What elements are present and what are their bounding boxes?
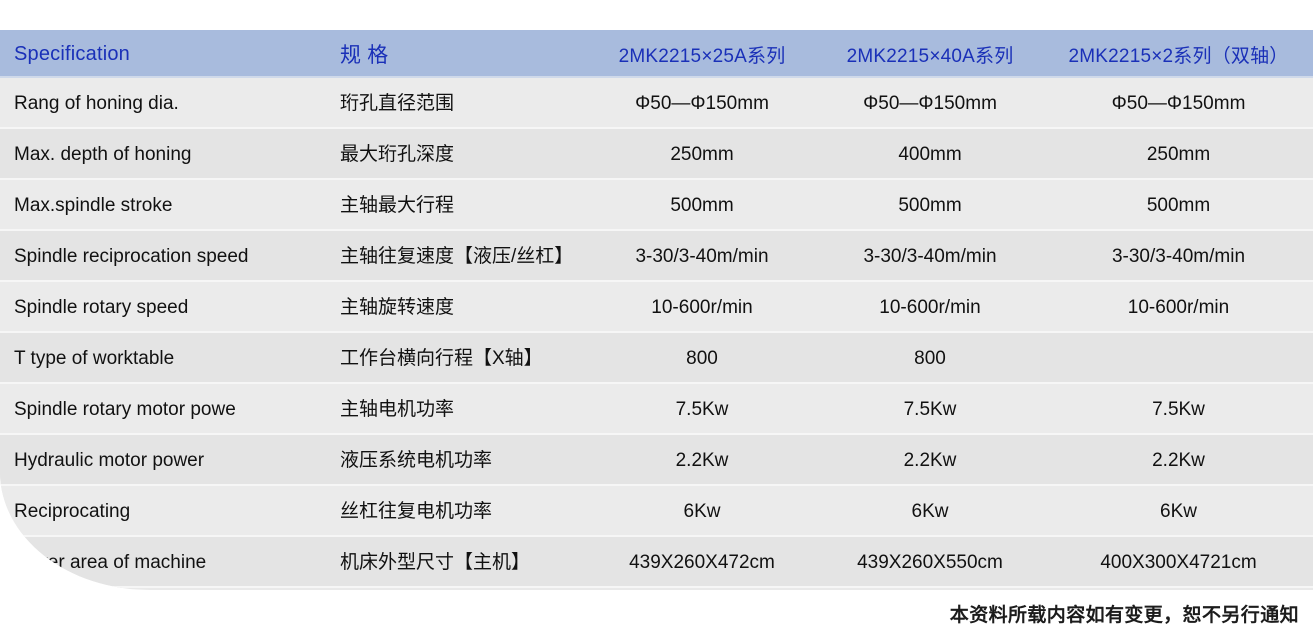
row-value-model-2: 439X260X550cm [857, 552, 1003, 573]
row-label-cn: 工作台横向行程【X轴】 [340, 348, 543, 369]
row-label-en: Hydraulic motor power [14, 450, 205, 471]
table-row: Rang of honing dia. 珩孔直径范围 Φ50—Φ150mm Φ50—Φ… [0, 78, 1313, 129]
spec-table-rows: Rang of honing dia. 珩孔直径范围 Φ50—Φ150mm Φ50—Φ… [0, 78, 1313, 588]
row-value-model-3: 6Kw [1160, 501, 1197, 522]
row-label-en: Spindle rotary motor powe [14, 399, 236, 420]
row-value-model-1: 7.5Kw [675, 399, 729, 420]
row-value-model-3: 2.2Kw [1152, 450, 1205, 471]
header-model-3: 2MK2215×2系列（双轴） [1068, 45, 1289, 67]
table-row: Hydraulic motor power 液压系统电机功率 2.2Kw 2.2Kw 2… [0, 435, 1313, 486]
row-value-model-1: 10-600r/min [651, 297, 753, 318]
row-label-en: T type of worktable [14, 348, 175, 369]
row-value-model-1: 250mm [670, 144, 734, 165]
spec-table-body: Rang of honing dia. 珩孔直径范围 Φ50—Φ150mm Φ50—Φ… [0, 78, 1313, 590]
row-value-model-2: 400mm [898, 144, 962, 165]
spec-table-header-row: Specification 规 格 2MK2215×25A系列 2MK2215×… [0, 30, 1313, 78]
row-label-cn: 主轴电机功率 [340, 399, 455, 420]
row-value-model-1: 2.2Kw [675, 450, 729, 471]
row-value-model-1: 800 [686, 348, 718, 369]
table-row: Reciprocating 丝杠往复电机功率 6Kw 6Kw 6Kw [0, 486, 1313, 537]
row-label-cn: 主轴旋转速度 [340, 297, 455, 318]
row-value-model-2: 500mm [898, 195, 962, 216]
row-label-cn: 主轴往复速度【液压/丝杠】 [340, 246, 574, 267]
table-row: Spindle rotary speed 主轴旋转速度 10-600r/min 10-… [0, 282, 1313, 333]
header-model-2: 2MK2215×40A系列 [846, 45, 1014, 67]
table-row: Max. depth of honing 最大珩孔深度 250mm 400mm 250m… [0, 129, 1313, 180]
row-value-model-3: 3-30/3-40m/min [1111, 246, 1246, 267]
row-value-model-2: 800 [914, 348, 946, 369]
row-label-cn: 主轴最大行程 [340, 195, 455, 216]
header-specification-cn: 规 格 [340, 44, 389, 67]
row-label-cn: 机床外型尺寸【主机】 [340, 552, 531, 573]
row-value-model-3: 500mm [1146, 195, 1211, 216]
table-row: Cover area of machine 机床外型尺寸【主机】 439X260X4… [0, 537, 1313, 588]
row-label-cn: 珩孔直径范围 [340, 93, 455, 114]
row-value-model-2: 3-30/3-40m/min [863, 246, 997, 267]
row-value-model-1: 439X260X472cm [629, 552, 775, 573]
row-value-model-3: 250mm [1146, 144, 1211, 165]
row-value-model-3: 10-600r/min [1127, 297, 1230, 318]
table-row: T type of worktable 工作台横向行程【X轴】 800 800 [0, 333, 1313, 384]
header-specification-en: Specification [14, 42, 130, 65]
row-value-model-2: 6Kw [911, 501, 949, 522]
table-row: Spindle rotary motor powe 主轴电机功率 7.5Kw 7.5K… [0, 384, 1313, 435]
row-label-en: Spindle rotary speed [14, 297, 189, 318]
row-label-cn: 液压系统电机功率 [340, 450, 493, 471]
row-label-cn: 丝杠往复电机功率 [340, 501, 493, 522]
row-value-model-1: 3-30/3-40m/min [635, 246, 769, 267]
row-value-model-2: 10-600r/min [879, 297, 981, 318]
row-label-en: Rang of honing dia. [14, 93, 179, 114]
header-model-1: 2MK2215×25A系列 [618, 45, 786, 67]
row-value-model-1: Φ50—Φ150mm [635, 93, 769, 114]
row-value-model-3: Φ50—Φ150mm [1111, 93, 1246, 114]
row-value-model-1: 6Kw [683, 501, 721, 522]
row-value-model-2: Φ50—Φ150mm [863, 93, 997, 114]
row-label-en: Reciprocating [14, 501, 131, 522]
row-label-en: Cover area of machine [14, 552, 207, 573]
row-value-model-3: 400X300X4721cm [1100, 552, 1257, 573]
row-label-en: Spindle reciprocation speed [14, 246, 249, 267]
row-value-model-2: 7.5Kw [903, 399, 957, 420]
row-value-model-2: 2.2Kw [903, 450, 957, 471]
row-value-model-1: 500mm [670, 195, 734, 216]
row-label-en: Max.spindle stroke [14, 195, 173, 216]
table-row: Max.spindle stroke 主轴最大行程 500mm 500mm 500mm [0, 180, 1313, 231]
table-row: Spindle reciprocation speed 主轴往复速度【液压/丝杠】… [0, 231, 1313, 282]
row-value-model-3: 7.5Kw [1152, 399, 1205, 420]
row-label-cn: 最大珩孔深度 [340, 144, 455, 165]
disclaimer-note: 本资料所载内容如有变更，恕不另行通知 [949, 605, 1299, 626]
row-label-en: Max. depth of honing [14, 144, 192, 165]
